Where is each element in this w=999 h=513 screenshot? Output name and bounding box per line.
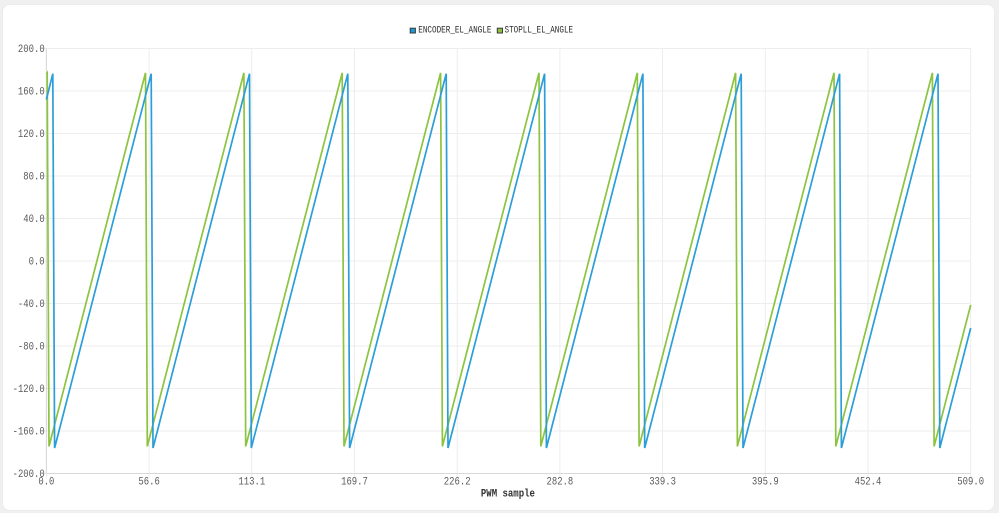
svg-text:-120.0: -120.0	[13, 384, 45, 396]
svg-text:56.6: 56.6	[138, 476, 159, 488]
svg-text:395.9: 395.9	[752, 476, 779, 488]
svg-text:80.0: 80.0	[23, 172, 44, 184]
svg-text:160.0: 160.0	[18, 87, 45, 99]
svg-text:-40.0: -40.0	[18, 299, 45, 311]
svg-text:ENCODER_EL_ANGLE: ENCODER_EL_ANGLE	[418, 25, 491, 37]
svg-text:STOPLL_EL_ANGLE: STOPLL_EL_ANGLE	[505, 25, 574, 37]
svg-text:0.0: 0.0	[38, 476, 54, 488]
svg-text:PWM sample: PWM sample	[481, 489, 535, 501]
svg-text:282.8: 282.8	[547, 476, 574, 488]
svg-text:120.0: 120.0	[18, 129, 45, 141]
svg-text:40.0: 40.0	[23, 214, 44, 226]
svg-text:-80.0: -80.0	[18, 342, 45, 354]
svg-text:452.4: 452.4	[855, 476, 882, 488]
svg-text:169.7: 169.7	[341, 476, 368, 488]
svg-text:339.3: 339.3	[649, 476, 676, 488]
svg-text:113.1: 113.1	[238, 476, 265, 488]
svg-text:-160.0: -160.0	[13, 427, 45, 439]
svg-text:226.2: 226.2	[444, 476, 471, 488]
svg-text:-200.0: -200.0	[13, 469, 45, 481]
svg-text:509.0: 509.0	[957, 476, 984, 488]
svg-text:0.0: 0.0	[29, 257, 45, 269]
svg-text:200.0: 200.0	[18, 44, 45, 56]
